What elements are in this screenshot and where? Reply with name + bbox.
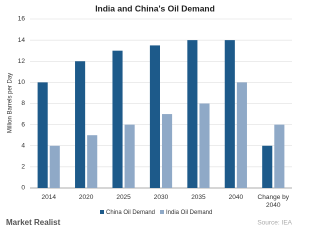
logo: Market Realist	[6, 218, 61, 227]
bar	[274, 124, 285, 188]
y-tick-label: 14	[18, 37, 26, 44]
y-tick-label: 2	[21, 164, 25, 171]
bar	[87, 135, 98, 188]
y-tick-label: 10	[18, 79, 26, 86]
bar	[112, 50, 123, 188]
x-tick-label: Change by 2040	[257, 194, 289, 209]
bar	[199, 103, 210, 188]
bar	[37, 82, 48, 188]
y-tick-label: 8	[21, 100, 25, 107]
chart-container: India and China's Oil Demand Million Bar…	[6, 3, 293, 227]
bar	[124, 124, 135, 188]
bar	[162, 114, 173, 188]
source: Source: IEA	[257, 220, 292, 227]
x-tick-label: 2025	[116, 194, 131, 201]
legend-swatch	[160, 210, 164, 214]
bar	[262, 145, 273, 188]
chart-title: India and China's Oil Demand	[95, 3, 215, 13]
bar	[49, 145, 60, 188]
x-tick-label: 2035	[191, 194, 206, 201]
legend-label: India Oil Demand	[166, 210, 212, 216]
bar	[75, 61, 86, 188]
bar	[236, 82, 247, 188]
bar	[187, 40, 198, 188]
x-tick-label: 2014	[41, 194, 56, 201]
y-axis-label: Million Barrels per Day	[8, 73, 14, 133]
y-tick-label: 0	[21, 185, 25, 192]
bar	[224, 40, 235, 188]
legend-swatch	[100, 210, 104, 214]
y-tick-label: 12	[18, 58, 26, 65]
y-tick-label: 6	[21, 121, 25, 128]
bar	[149, 45, 160, 188]
y-tick-label: 4	[21, 142, 25, 149]
x-tick-label: 2030	[153, 194, 169, 201]
y-tick-label: 16	[18, 16, 26, 23]
chart: India and China's Oil Demand Million Bar…	[6, 3, 293, 227]
x-tick-label: 2020	[78, 194, 94, 201]
x-tick-label: 2040	[228, 194, 244, 201]
legend-label: China Oil Demand	[106, 210, 155, 216]
